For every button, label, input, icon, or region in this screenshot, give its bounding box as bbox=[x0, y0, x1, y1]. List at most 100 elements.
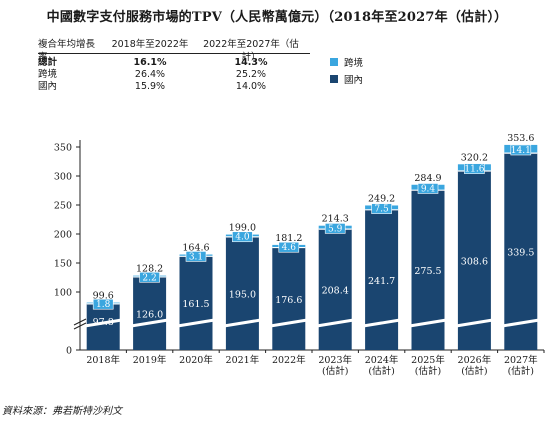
x-tick-label: (估計) bbox=[415, 365, 441, 377]
data-label-total: 199.0 bbox=[229, 223, 256, 234]
y-tick-label: 250 bbox=[54, 201, 72, 212]
bar-domestic bbox=[365, 209, 399, 350]
cagr-row-label: 總計 bbox=[38, 57, 58, 68]
data-label-domestic: 275.5 bbox=[414, 266, 441, 277]
data-label-domestic: 97.8 bbox=[93, 317, 114, 328]
data-label-box-cross-border bbox=[464, 163, 485, 174]
data-label-domestic: 339.5 bbox=[507, 248, 534, 259]
bar-break-mark bbox=[270, 318, 308, 328]
data-label-cross-border: 1.8 bbox=[96, 300, 111, 310]
data-label-cross-border: 2.2 bbox=[142, 273, 156, 283]
cagr-row-total: 總計 16.1% 14.3% bbox=[38, 57, 310, 69]
data-label-domestic: 241.7 bbox=[368, 276, 395, 287]
y-tick-label: 0 bbox=[66, 346, 72, 357]
data-label-cross-border: 3.1 bbox=[189, 252, 203, 262]
data-label-domestic: 176.6 bbox=[275, 295, 302, 306]
y-tick-label: 350 bbox=[54, 143, 72, 154]
stacked-bar-chart: 0 100 150 200 250 300 350 99.61.8 97.8 2018年 128.2… bbox=[54, 133, 545, 377]
bar-break-mark bbox=[409, 318, 447, 328]
data-label-total: 164.6 bbox=[182, 243, 209, 254]
data-label-cross-border: 5.9 bbox=[328, 224, 343, 234]
bar-break-mark bbox=[223, 318, 262, 328]
x-tick-label: 2024年 bbox=[365, 354, 399, 366]
cagr-value: 26.4% bbox=[134, 69, 166, 80]
axis-break-mark bbox=[73, 318, 87, 330]
cagr-row-cross-border: 跨境 26.4% 25.2% bbox=[38, 69, 310, 81]
data-label-total: 99.6 bbox=[93, 291, 114, 302]
data-label-domestic: 195.0 bbox=[229, 289, 256, 300]
legend-swatch-cross-border bbox=[330, 57, 338, 66]
y-tick-label: 150 bbox=[54, 259, 72, 270]
data-label-domestic: 208.4 bbox=[322, 286, 349, 297]
data-label-total: 320.2 bbox=[461, 152, 488, 163]
data-label-total: 214.3 bbox=[322, 214, 349, 225]
data-label-domestic: 126.0 bbox=[136, 309, 163, 320]
cagr-header-period-1: 2018年至2022年 bbox=[111, 39, 189, 50]
legend-label-cross-border: 跨境 bbox=[344, 57, 364, 69]
data-label-total: 181.2 bbox=[275, 233, 302, 244]
data-label-box-cross-border bbox=[417, 183, 439, 194]
bar-domestic bbox=[504, 153, 538, 350]
x-tick-label: 2021年 bbox=[226, 354, 260, 366]
data-label-total: 284.9 bbox=[414, 173, 441, 184]
cagr-header-row: 複合年均增長率 2018年至2022年 2022年至2027年（估計） bbox=[38, 38, 310, 63]
y-tick-label: 100 bbox=[54, 288, 72, 299]
data-label-cross-border: 4.0 bbox=[235, 233, 250, 243]
x-tick-label: (估計) bbox=[508, 365, 534, 377]
bar-break-mark bbox=[455, 318, 494, 328]
data-label-domestic: 308.6 bbox=[461, 257, 488, 268]
cagr-value: 14.3% bbox=[234, 57, 268, 68]
cagr-value: 14.0% bbox=[235, 81, 267, 92]
x-tick-label: 2020年 bbox=[179, 354, 213, 366]
cagr-value: 16.1% bbox=[133, 57, 167, 68]
data-label-cross-border: 7.5 bbox=[374, 205, 389, 215]
legend-swatch-domestic bbox=[330, 74, 338, 83]
cagr-header-label: 複合年均增長率 bbox=[38, 39, 96, 63]
bar-domestic bbox=[318, 229, 352, 350]
chart-title: 中國數字支付服務市場的TPV（人民幣萬億元）（2018年至2027年（估計）） bbox=[46, 10, 508, 25]
bar-break-mark bbox=[362, 318, 401, 328]
x-tick-label: 2025年 bbox=[411, 354, 445, 366]
bar-domestic bbox=[272, 247, 306, 350]
x-tick-label: 2022年 bbox=[272, 354, 306, 366]
data-label-cross-border: 14.1 bbox=[511, 146, 531, 156]
data-label-box-cross-border bbox=[185, 251, 207, 262]
cagr-table: 複合年均增長率 2018年至2022年 2022年至2027年（估計） 總計 1… bbox=[38, 38, 310, 93]
data-label-cross-border: 11.6 bbox=[464, 165, 484, 175]
legend-label-domestic: 國內 bbox=[344, 74, 364, 86]
data-label-cross-border: 4.6 bbox=[282, 243, 297, 253]
x-tick-label: 2023年 bbox=[318, 354, 352, 366]
x-tick-label: 2018年 bbox=[86, 354, 120, 366]
x-tick-label: (估計) bbox=[461, 365, 487, 377]
y-tick-label: 300 bbox=[54, 172, 72, 183]
y-tick-label: 200 bbox=[54, 230, 72, 241]
data-label-box-cross-border bbox=[510, 144, 532, 156]
source-note: 資料來源：弗若斯特沙利文 bbox=[2, 406, 122, 417]
cagr-value: 15.9% bbox=[134, 81, 166, 92]
bar-break-mark bbox=[130, 318, 169, 328]
x-tick-label: (估計) bbox=[368, 365, 394, 377]
legend-item-domestic: 國內 bbox=[330, 70, 363, 87]
data-label-total: 353.6 bbox=[507, 133, 534, 144]
bar-break-mark bbox=[502, 318, 540, 328]
legend-item-cross-border: 跨境 bbox=[330, 53, 363, 70]
x-tick-label: 2027年 bbox=[504, 354, 538, 366]
data-label-total: 249.2 bbox=[368, 193, 395, 204]
chart-legend: 跨境 國內 bbox=[330, 53, 363, 87]
bar-domestic bbox=[225, 236, 259, 350]
data-label-box-cross-border bbox=[278, 241, 300, 253]
cagr-row-domestic: 國內 15.9% 14.0% bbox=[38, 81, 310, 93]
bar-break-mark bbox=[84, 318, 122, 328]
data-label-total: 128.2 bbox=[136, 264, 163, 275]
cagr-value: 25.2% bbox=[235, 69, 267, 80]
bar-break-mark bbox=[316, 318, 354, 328]
x-tick-label: 2019年 bbox=[133, 354, 167, 366]
bar-domestic bbox=[133, 276, 167, 350]
bar-domestic bbox=[179, 256, 213, 350]
data-label-box-cross-border bbox=[324, 223, 346, 234]
cagr-row-label: 跨境 bbox=[38, 69, 58, 80]
x-tick-label: (估計) bbox=[322, 365, 348, 377]
data-label-box-cross-border bbox=[232, 231, 253, 243]
cagr-row-label: 國內 bbox=[38, 81, 58, 92]
data-label-box-cross-border bbox=[139, 271, 160, 283]
